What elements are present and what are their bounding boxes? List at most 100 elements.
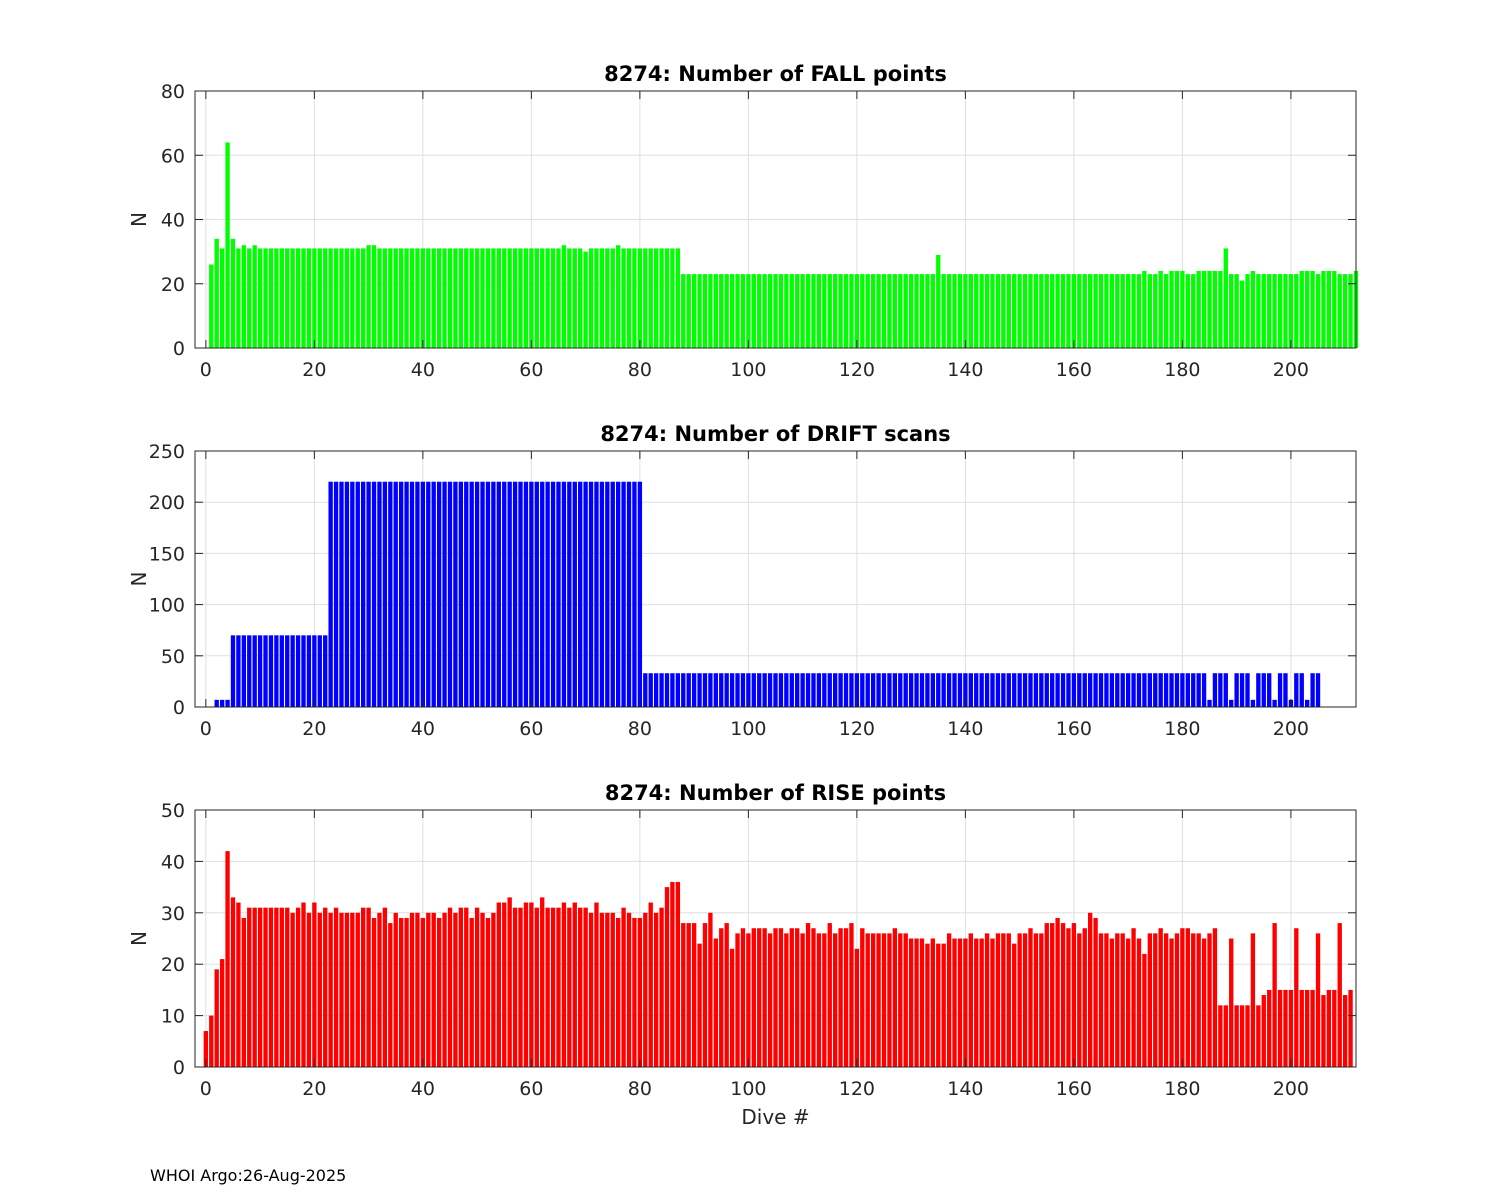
drift-bar: [594, 481, 599, 707]
drift-bar: [1147, 673, 1153, 707]
fall-bar: [957, 274, 963, 348]
drift-bar: [908, 673, 914, 707]
fall-bar: [1283, 274, 1288, 348]
drift-bar: [686, 673, 691, 707]
rise-bar: [843, 928, 849, 1067]
rise-bar: [1234, 1005, 1239, 1067]
drift-bar: [1223, 673, 1228, 707]
rise-y-tick-label: 30: [161, 903, 185, 925]
fall-bar: [290, 248, 295, 348]
drift-bar: [854, 673, 860, 707]
rise-bar: [247, 907, 252, 1067]
drift-bar: [333, 481, 339, 707]
drift-y-tick-label: 100: [149, 595, 185, 617]
fall-bar: [241, 245, 246, 348]
rise-x-tick-label: 80: [628, 1078, 652, 1100]
drift-bar: [306, 635, 312, 707]
fall-x-tick-label: 20: [302, 359, 326, 381]
fall-bar: [550, 248, 556, 348]
drift-bar: [919, 673, 925, 707]
fall-x-tick-label: 140: [947, 359, 983, 381]
rise-bar: [1332, 989, 1337, 1067]
fall-bar: [903, 274, 908, 348]
fall-bar: [974, 274, 979, 348]
drift-bar: [648, 673, 653, 707]
rise-bar: [230, 897, 236, 1067]
fall-bar: [773, 274, 778, 348]
rise-bar: [1082, 928, 1087, 1067]
drift-bar: [957, 673, 963, 707]
drift-bar: [290, 635, 295, 707]
drift-bar: [1039, 673, 1044, 707]
drift-bar: [512, 481, 518, 707]
rise-bar: [1310, 989, 1315, 1067]
drift-bar: [1256, 673, 1261, 707]
rise-bar: [789, 928, 794, 1067]
drift-bar: [653, 673, 659, 707]
fall-bar: [990, 274, 995, 348]
rise-bar: [388, 923, 393, 1067]
drift-bar: [1283, 673, 1288, 707]
rise-bar: [279, 907, 284, 1067]
drift-bar: [1207, 699, 1212, 707]
fall-bar: [881, 274, 887, 348]
fall-bar: [583, 251, 588, 349]
rise-bar: [1337, 923, 1342, 1067]
rise-bar: [469, 917, 474, 1067]
rise-bar: [616, 917, 621, 1067]
rise-bar: [485, 917, 491, 1067]
drift-bar: [833, 673, 838, 707]
rise-bar: [827, 923, 832, 1067]
drift-bar: [800, 673, 805, 707]
rise-bar: [1050, 923, 1055, 1067]
rise-bar: [426, 912, 431, 1067]
rise-bar: [719, 928, 724, 1067]
fall-bar: [1196, 270, 1201, 348]
fall-bar: [317, 248, 322, 348]
fall-bar: [512, 248, 518, 348]
fall-bar: [588, 248, 594, 348]
fall-bar: [252, 245, 257, 348]
rise-bar: [257, 907, 263, 1067]
fall-bar: [795, 274, 800, 348]
drift-bar: [301, 635, 306, 707]
fall-bar: [876, 274, 881, 348]
drift-bar: [491, 481, 496, 707]
rise-bar: [653, 912, 659, 1067]
drift-bar: [317, 635, 322, 707]
fall-bar: [968, 274, 973, 348]
drift-bar: [822, 673, 827, 707]
rise-bar: [550, 907, 556, 1067]
rise-bar: [1174, 933, 1180, 1067]
fall-bar: [984, 274, 990, 348]
rise-bar: [1001, 933, 1006, 1067]
fall-bar: [404, 248, 409, 348]
rise-bar: [659, 907, 664, 1067]
fall-bar: [936, 254, 941, 348]
fall-bar: [854, 274, 860, 348]
drift-bar: [458, 481, 464, 707]
fall-bar: [919, 274, 925, 348]
fall-bar: [811, 274, 816, 348]
rise-bar: [1071, 923, 1077, 1067]
fall-bar: [1218, 270, 1223, 348]
rise-bar: [805, 923, 811, 1067]
rise-bar: [925, 943, 930, 1067]
drift-bar: [523, 481, 529, 707]
fall-bar: [1234, 274, 1239, 348]
fall-bar: [1174, 270, 1180, 348]
rise-bar: [599, 912, 605, 1067]
fall-bar: [643, 248, 648, 348]
drift-bar: [757, 673, 762, 707]
drift-scans-panel: 0 20 40 60 80 100 120 140 160 180 200 0 50 100 150 200 2…: [127, 422, 1357, 740]
fall-bar: [306, 248, 312, 348]
fall-x-tick-label: 40: [411, 359, 435, 381]
drift-bar: [480, 481, 485, 707]
fall-bar: [361, 248, 366, 348]
drift-bar: [350, 481, 355, 707]
drift-x-tick-label: 20: [302, 718, 326, 740]
drift-bar: [323, 635, 328, 707]
fall-bar: [236, 248, 241, 348]
drift-bar: [697, 673, 702, 707]
fall-x-tick-label: 80: [628, 359, 652, 381]
